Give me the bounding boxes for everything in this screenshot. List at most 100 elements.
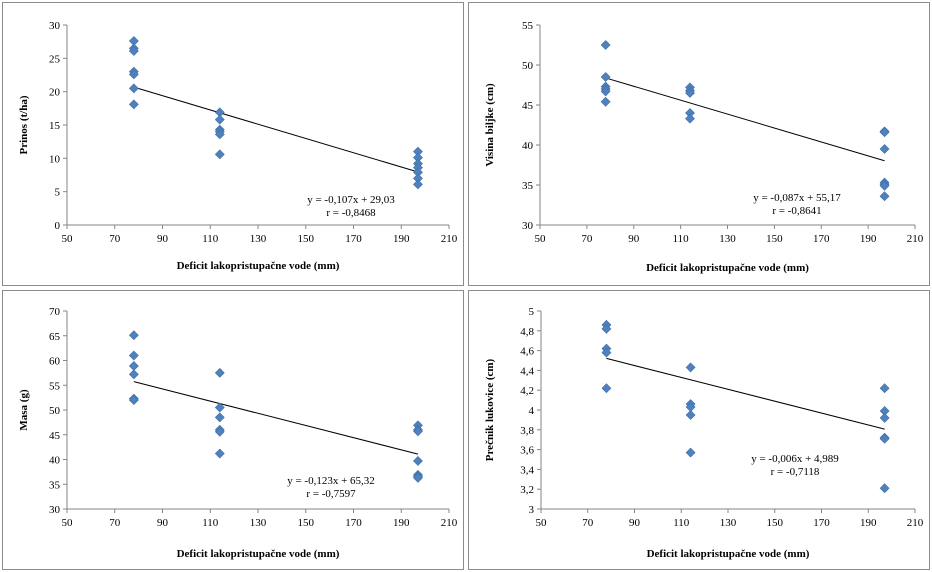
y-tick-label: 55	[49, 380, 61, 392]
x-axis-title: Deficit lakopristupačne vode (mm)	[177, 260, 340, 272]
data-point	[879, 144, 890, 154]
x-tick-label: 190	[860, 233, 877, 245]
y-tick-label: 10	[49, 153, 61, 165]
y-tick-label: 5	[529, 306, 535, 318]
x-tick-label: 90	[629, 517, 641, 529]
y-tick-label: 30	[49, 20, 61, 32]
y-tick-label: 30	[522, 220, 534, 232]
x-tick-label: 170	[813, 517, 830, 529]
x-tick-label: 190	[860, 517, 877, 529]
regression-equation: y = -0,107x + 29,03	[307, 194, 395, 206]
data-point	[600, 96, 611, 107]
x-tick-label: 50	[62, 517, 74, 529]
y-tick-label: 45	[49, 430, 61, 442]
y-axis-title: Visina biljke (cm)	[484, 83, 496, 167]
x-tick-label: 110	[202, 233, 219, 245]
data-point	[214, 426, 225, 437]
data-point	[128, 69, 139, 80]
data-point	[601, 383, 612, 394]
x-axis-title: Deficit lakopristupačne vode (mm)	[646, 262, 809, 274]
x-tick-label: 70	[109, 517, 121, 529]
data-point	[879, 412, 890, 423]
data-point	[128, 361, 139, 371]
x-tick-label: 50	[535, 233, 547, 245]
data-point	[879, 191, 890, 202]
data-point	[128, 99, 139, 110]
x-tick-label: 110	[673, 233, 690, 245]
data-point	[601, 323, 612, 334]
chart-svg: 30 35 40 45 50 55 50 70 90 110 130 150 170 190 210 Defi…	[484, 20, 924, 274]
y-tick-label: 25	[49, 53, 61, 65]
data-point	[879, 483, 890, 494]
data-point	[214, 402, 225, 413]
data-point	[413, 179, 423, 190]
y-tick-label: 40	[49, 455, 61, 467]
chart-panel-prinos: 0 5 10 15 20 25 30 50 70 90 110 130 150 170 190 210 Defi…	[2, 2, 464, 286]
x-tick-label: 150	[766, 233, 783, 245]
trendline	[605, 77, 885, 162]
data-point	[685, 447, 696, 458]
data-point	[601, 347, 612, 358]
data-point	[879, 383, 890, 394]
data-point	[879, 127, 890, 138]
chart-svg: 30 35 40 45 50 55 60 65 70 50 70 90 110 130 150 170 190 2…	[18, 306, 458, 560]
data-point	[600, 86, 611, 97]
x-tick-label: 90	[157, 233, 169, 245]
x-tick-label: 70	[582, 517, 594, 529]
trendline	[606, 357, 885, 430]
x-tick-label: 50	[536, 517, 548, 529]
y-tick-label: 4	[529, 405, 535, 417]
chart-panel-precnik-lukovice: 3 3,2 3,4 3,6 3,8 4 4,2 4,4 4,6 4,8 5 50 70 90 110 130 1…	[468, 290, 930, 570]
correlation-coefficient: r = -0,7597	[306, 488, 356, 500]
x-tick-label: 150	[298, 233, 315, 245]
chart-panel-masa: 30 35 40 45 50 55 60 65 70 50 70 90 110 130 150 170 190 2…	[2, 290, 464, 570]
regression-equation: y = -0,123x + 65,32	[287, 475, 375, 487]
chart-svg: 3 3,2 3,4 3,6 3,8 4 4,2 4,4 4,6 4,8 5 50 70 90 110 130 1…	[484, 306, 924, 560]
correlation-coefficient: r = -0,8641	[772, 205, 821, 217]
y-tick-label: 45	[522, 100, 534, 112]
x-tick-label: 50	[62, 233, 74, 245]
y-tick-label: 4,8	[520, 326, 534, 338]
y-tick-label: 65	[49, 331, 61, 343]
chart-svg: 0 5 10 15 20 25 30 50 70 90 110 130 150 170 190 210 Defi…	[18, 20, 458, 272]
x-tick-label: 210	[907, 233, 924, 245]
data-point	[413, 472, 423, 483]
y-tick-label: 50	[49, 405, 61, 417]
y-axis-title: Prinos (t/ha)	[18, 95, 30, 154]
y-tick-label: 3,2	[520, 484, 534, 496]
data-point	[214, 448, 225, 459]
x-axis-title: Deficit lakopristupačne vode (mm)	[177, 548, 340, 560]
data-point	[685, 362, 696, 373]
y-tick-label: 4,6	[520, 346, 534, 358]
data-point	[128, 46, 139, 56]
data-point	[214, 149, 225, 160]
x-tick-label: 210	[907, 517, 924, 529]
chart-panel-visina-biljke: 30 35 40 45 50 55 50 70 90 110 130 150 170 190 210 Defi…	[468, 2, 930, 286]
data-point	[214, 114, 225, 125]
y-tick-label: 15	[49, 120, 61, 132]
x-tick-label: 210	[441, 517, 458, 529]
y-tick-label: 0	[55, 220, 61, 232]
data-point	[214, 129, 225, 140]
y-axis-title: Prečnik lukovice (cm)	[484, 358, 496, 461]
x-tick-label: 110	[673, 517, 690, 529]
x-tick-label: 90	[157, 517, 169, 529]
data-point	[685, 113, 695, 124]
data-point	[128, 395, 139, 406]
x-tick-label: 130	[719, 233, 736, 245]
correlation-coefficient: r = -0,8468	[326, 207, 376, 219]
x-tick-label: 170	[345, 233, 362, 245]
x-tick-label: 90	[628, 233, 640, 245]
y-tick-label: 60	[49, 356, 61, 368]
y-tick-label: 35	[49, 479, 61, 491]
x-tick-label: 150	[298, 517, 315, 529]
x-tick-label: 130	[720, 517, 737, 529]
x-axis-title: Deficit lakopristupačne vode (mm)	[647, 548, 810, 560]
data-point	[685, 410, 696, 420]
x-tick-label: 70	[109, 233, 121, 245]
correlation-coefficient: r = -0,7118	[771, 466, 820, 478]
x-tick-label: 130	[250, 517, 267, 529]
x-tick-label: 150	[767, 517, 784, 529]
data-point	[879, 180, 890, 191]
x-tick-label: 130	[250, 233, 267, 245]
